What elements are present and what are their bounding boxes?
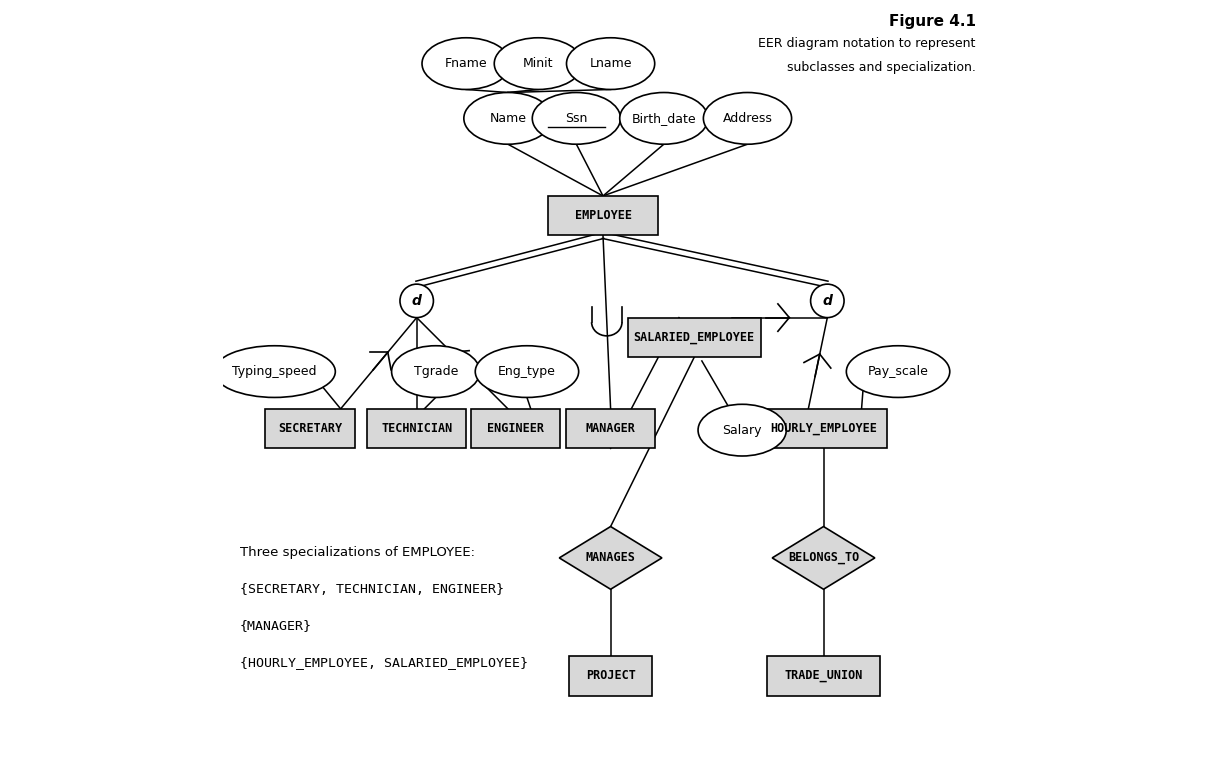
Ellipse shape	[703, 93, 791, 144]
Circle shape	[400, 284, 433, 318]
Text: MANAGER: MANAGER	[586, 422, 636, 435]
Text: Three specializations of EMPLOYEE:: Three specializations of EMPLOYEE:	[240, 546, 474, 559]
Ellipse shape	[464, 93, 552, 144]
Ellipse shape	[847, 345, 950, 398]
Text: Name: Name	[490, 112, 527, 125]
FancyBboxPatch shape	[368, 409, 467, 448]
Text: Tgrade: Tgrade	[414, 365, 458, 378]
FancyBboxPatch shape	[470, 409, 561, 448]
FancyBboxPatch shape	[265, 409, 355, 448]
Text: {SECRETARY, TECHNICIAN, ENGINEER}: {SECRETARY, TECHNICIAN, ENGINEER}	[240, 583, 504, 596]
Ellipse shape	[392, 345, 480, 398]
FancyBboxPatch shape	[627, 318, 761, 357]
Ellipse shape	[494, 38, 582, 90]
Ellipse shape	[620, 93, 708, 144]
Text: subclasses and specialization.: subclasses and specialization.	[786, 61, 976, 74]
Text: HOURLY_EMPLOYEE: HOURLY_EMPLOYEE	[771, 422, 877, 435]
Text: Fname: Fname	[445, 57, 487, 70]
Text: SALARIED_EMPLOYEE: SALARIED_EMPLOYEE	[633, 331, 755, 344]
Ellipse shape	[422, 38, 510, 90]
Text: Pay_scale: Pay_scale	[867, 365, 929, 378]
Text: TRADE_UNION: TRADE_UNION	[784, 669, 862, 683]
FancyBboxPatch shape	[566, 409, 656, 448]
Text: Address: Address	[722, 112, 772, 125]
Text: {MANAGER}: {MANAGER}	[240, 620, 311, 633]
Text: d: d	[411, 294, 422, 308]
Ellipse shape	[532, 93, 621, 144]
Ellipse shape	[475, 345, 579, 398]
Circle shape	[810, 284, 844, 318]
FancyBboxPatch shape	[548, 196, 658, 235]
FancyBboxPatch shape	[569, 656, 652, 696]
Ellipse shape	[213, 345, 335, 398]
Text: Ssn: Ssn	[566, 112, 587, 125]
Text: SECRETARY: SECRETARY	[279, 422, 343, 435]
Text: MANAGES: MANAGES	[586, 552, 636, 565]
Text: Birth_date: Birth_date	[632, 112, 696, 125]
Text: PROJECT: PROJECT	[586, 669, 636, 683]
Text: BELONGS_TO: BELONGS_TO	[788, 552, 859, 565]
Polygon shape	[560, 526, 662, 589]
FancyBboxPatch shape	[760, 409, 888, 448]
Text: ENGINEER: ENGINEER	[487, 422, 544, 435]
Text: Lname: Lname	[590, 57, 632, 70]
FancyBboxPatch shape	[767, 656, 880, 696]
Text: Figure 4.1: Figure 4.1	[889, 15, 976, 29]
Text: TECHNICIAN: TECHNICIAN	[381, 422, 452, 435]
Text: Salary: Salary	[722, 424, 762, 437]
Ellipse shape	[567, 38, 655, 90]
Text: Minit: Minit	[523, 57, 554, 70]
Text: Typing_speed: Typing_speed	[233, 365, 317, 378]
Ellipse shape	[698, 404, 786, 456]
Text: EER diagram notation to represent: EER diagram notation to represent	[759, 37, 976, 50]
Text: EMPLOYEE: EMPLOYEE	[574, 209, 632, 222]
Text: Eng_type: Eng_type	[498, 365, 556, 378]
Text: d: d	[822, 294, 832, 308]
Polygon shape	[772, 526, 874, 589]
Text: {HOURLY_EMPLOYEE, SALARIED_EMPLOYEE}: {HOURLY_EMPLOYEE, SALARIED_EMPLOYEE}	[240, 656, 527, 669]
